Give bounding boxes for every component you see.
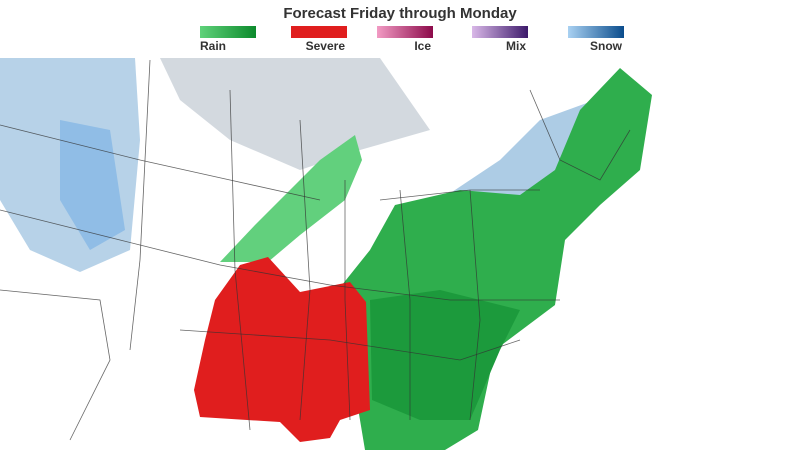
state-line (379, 189, 540, 201)
legend-label: Mix (506, 39, 526, 53)
state-line (299, 119, 311, 421)
legend-label: Ice (414, 39, 431, 53)
map (0, 58, 652, 450)
state-line (229, 89, 251, 431)
legend-label: Rain (200, 39, 226, 53)
legend-swatch (377, 26, 433, 38)
legend: Rain Severe Ice Mix Snow (200, 26, 624, 53)
legend-swatch (200, 26, 256, 38)
state-line (529, 89, 631, 181)
legend-swatch (568, 26, 624, 38)
rain-area (370, 290, 520, 420)
state-line (399, 189, 411, 420)
state-line (0, 289, 111, 441)
rain-area (220, 135, 362, 262)
legend-swatch (291, 26, 347, 38)
legend-swatch (472, 26, 528, 38)
state-line (0, 124, 321, 201)
state-line (0, 209, 560, 301)
state-line (179, 329, 521, 361)
legend-label: Severe (306, 39, 346, 53)
legend-label: Snow (590, 39, 623, 53)
state-line (469, 189, 481, 421)
mix-gray-area (160, 58, 430, 170)
state-line (344, 180, 351, 421)
title: Forecast Friday through Monday (283, 5, 517, 22)
state-line (129, 59, 151, 351)
